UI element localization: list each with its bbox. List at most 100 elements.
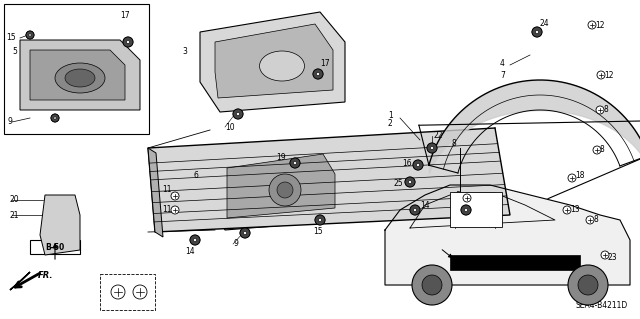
Text: 17: 17 [120,11,130,20]
Circle shape [240,228,250,238]
Circle shape [568,174,576,182]
Circle shape [171,206,179,214]
Text: 9: 9 [233,240,238,249]
Ellipse shape [259,51,305,81]
Circle shape [563,206,571,214]
Circle shape [463,194,471,202]
Bar [450,255,580,270]
Circle shape [233,109,243,119]
Circle shape [410,205,420,215]
Circle shape [193,239,196,241]
Circle shape [317,72,319,76]
Circle shape [233,109,243,119]
Circle shape [410,205,420,215]
Circle shape [601,251,609,259]
Circle shape [111,285,125,299]
Circle shape [422,275,442,295]
Polygon shape [200,12,345,112]
Polygon shape [10,272,30,290]
Polygon shape [148,148,163,237]
Text: 23: 23 [608,254,618,263]
Circle shape [313,69,323,79]
Text: 22: 22 [433,130,442,139]
Circle shape [413,160,423,170]
Text: 9: 9 [8,117,13,127]
Circle shape [568,265,608,305]
Text: 1: 1 [388,110,393,120]
Text: 11: 11 [162,205,172,214]
Text: 15: 15 [313,226,323,235]
Circle shape [123,37,133,47]
Text: 18: 18 [575,170,584,180]
Circle shape [405,177,415,187]
Circle shape [290,158,300,168]
Circle shape [597,71,605,79]
Circle shape [578,275,598,295]
Circle shape [417,164,419,167]
Ellipse shape [55,63,105,93]
Circle shape [269,174,301,206]
Text: 4: 4 [500,58,505,68]
Text: 5: 5 [12,48,17,56]
Bar [100,274,155,310]
Circle shape [127,41,129,43]
Bar [450,192,502,227]
Circle shape [532,27,542,37]
Circle shape [405,177,415,187]
Circle shape [29,34,31,36]
Circle shape [190,235,200,245]
Polygon shape [215,24,333,98]
Polygon shape [227,154,335,218]
Text: 12: 12 [604,70,614,79]
Circle shape [319,219,321,221]
Circle shape [413,209,417,211]
Polygon shape [148,128,510,232]
Text: 13: 13 [570,205,580,214]
Text: 8: 8 [593,216,598,225]
Text: 20: 20 [10,196,20,204]
Text: 25: 25 [394,179,404,188]
Text: 19: 19 [276,152,285,161]
Circle shape [596,106,604,114]
Circle shape [465,209,467,211]
Polygon shape [215,140,350,230]
Text: 6: 6 [193,170,198,180]
Circle shape [133,285,147,299]
Text: 17: 17 [320,60,330,69]
Circle shape [26,31,34,39]
Circle shape [427,143,437,153]
Text: 8: 8 [603,106,608,115]
Text: 7: 7 [500,70,505,79]
Circle shape [532,27,542,37]
Circle shape [51,114,59,122]
Circle shape [171,192,179,200]
Text: FR.: FR. [38,271,54,279]
Text: 14: 14 [185,248,195,256]
Circle shape [412,265,452,305]
Circle shape [26,31,34,39]
Circle shape [315,215,325,225]
Circle shape [313,69,323,79]
Circle shape [461,205,471,215]
Circle shape [536,31,538,33]
Text: 2: 2 [388,120,393,129]
Text: B-50: B-50 [45,242,65,251]
Circle shape [277,182,293,198]
Circle shape [237,113,239,115]
Circle shape [123,37,133,47]
Circle shape [240,228,250,238]
Circle shape [315,215,325,225]
Bar [30,240,80,254]
Circle shape [54,117,56,119]
Text: 15: 15 [6,33,15,42]
Circle shape [586,216,594,224]
Text: 24: 24 [540,19,550,27]
Polygon shape [20,40,140,110]
Text: 8: 8 [455,191,460,201]
Text: 8: 8 [600,145,605,154]
Circle shape [290,158,300,168]
Text: 12: 12 [595,20,605,29]
Circle shape [294,161,296,165]
Circle shape [431,146,433,150]
Circle shape [427,143,437,153]
